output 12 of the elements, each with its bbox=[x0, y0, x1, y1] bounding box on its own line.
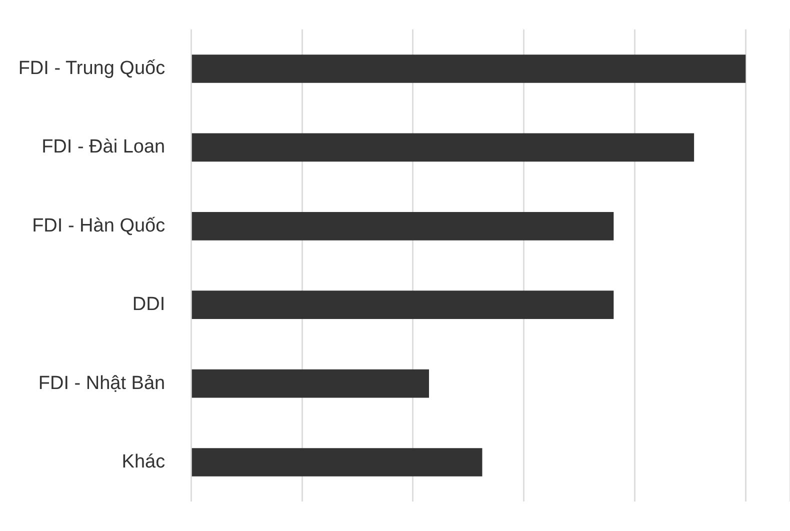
bar bbox=[192, 448, 482, 476]
bar bbox=[192, 369, 430, 398]
y-tick-label: FDI - Hàn Quốc bbox=[32, 215, 166, 236]
y-tick-label: Khác bbox=[122, 451, 166, 472]
bar bbox=[192, 290, 614, 320]
y-tick-label: FDI - Nhật Bản bbox=[38, 372, 166, 394]
y-tick-label: FDI - Đài Loan bbox=[42, 136, 166, 158]
bar bbox=[192, 54, 746, 83]
y-tick-label: DDI bbox=[132, 294, 166, 316]
bar bbox=[192, 133, 694, 162]
y-tick-label: FDI - Trung Quốc bbox=[18, 58, 166, 79]
bar bbox=[192, 212, 614, 240]
